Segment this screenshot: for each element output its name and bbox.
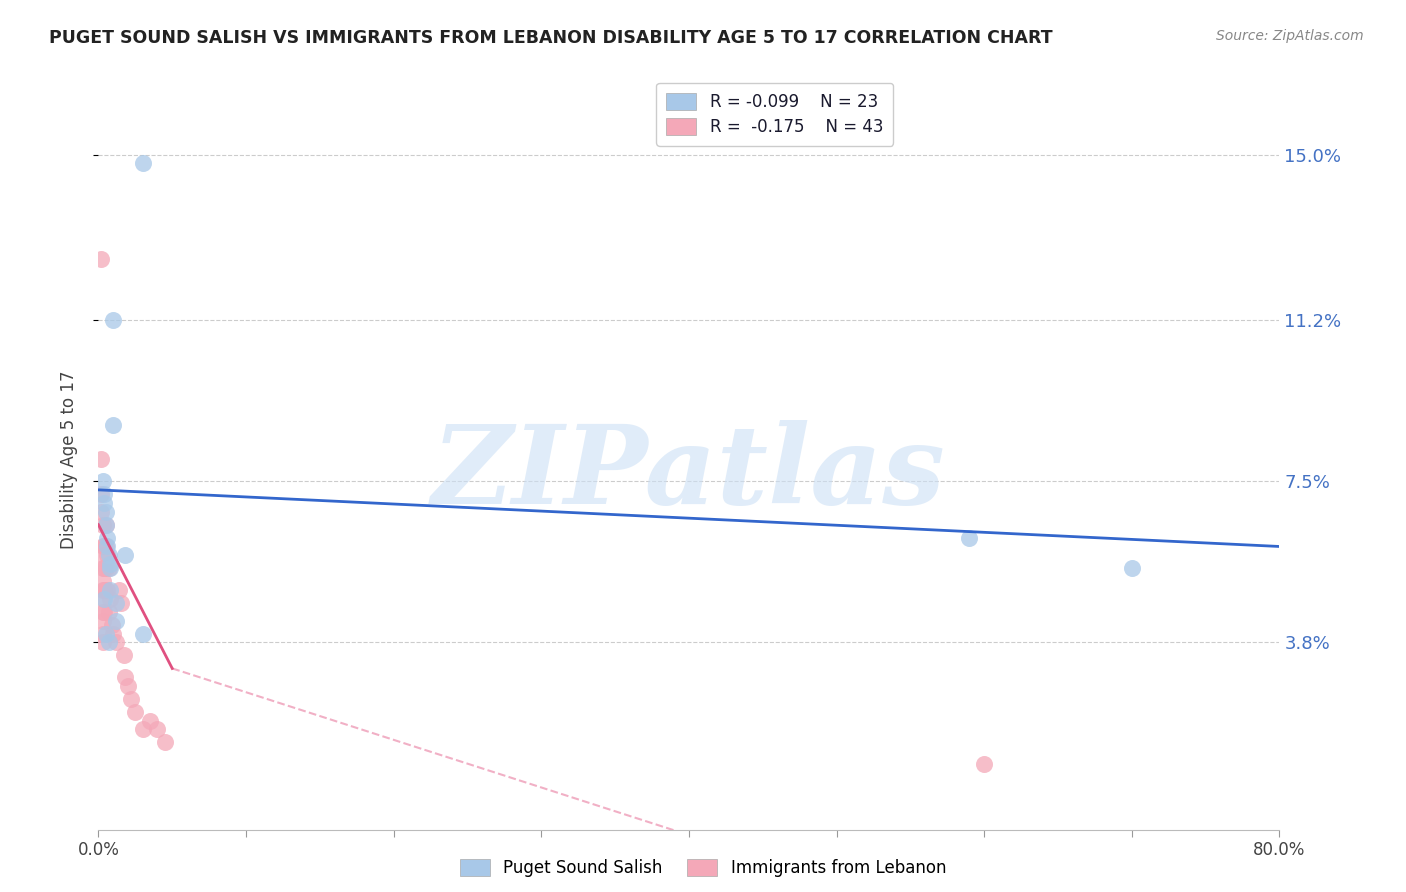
Point	[103, 626, 125, 640]
Point	[91, 474, 114, 488]
Point	[91, 635, 114, 649]
Point	[94, 505, 117, 519]
Point	[91, 605, 114, 619]
Point	[114, 548, 136, 562]
Point	[105, 596, 128, 610]
Point	[132, 626, 155, 640]
Point	[93, 487, 115, 501]
Point	[91, 614, 114, 628]
Point	[97, 635, 120, 649]
Point	[114, 670, 136, 684]
Point	[91, 517, 114, 532]
Point	[132, 723, 155, 737]
Point	[97, 605, 120, 619]
Point	[105, 614, 128, 628]
Legend: Puget Sound Salish, Immigrants from Lebanon: Puget Sound Salish, Immigrants from Leba…	[453, 852, 953, 884]
Point	[91, 540, 114, 554]
Point	[90, 452, 112, 467]
Point	[91, 561, 114, 575]
Point	[98, 561, 121, 575]
Point	[959, 531, 981, 545]
Point	[110, 596, 132, 610]
Point	[93, 582, 115, 597]
Point	[96, 531, 118, 545]
Text: Source: ZipAtlas.com: Source: ZipAtlas.com	[1216, 29, 1364, 43]
Point	[97, 548, 120, 562]
Point	[132, 156, 155, 170]
Point	[90, 487, 112, 501]
Text: ZIPatlas: ZIPatlas	[432, 420, 946, 528]
Y-axis label: Disability Age 5 to 17: Disability Age 5 to 17	[59, 370, 77, 549]
Point	[105, 635, 128, 649]
Point	[100, 618, 122, 632]
Point	[108, 582, 131, 597]
Point	[96, 548, 118, 562]
Point	[91, 582, 114, 597]
Point	[98, 582, 121, 597]
Text: PUGET SOUND SALISH VS IMMIGRANTS FROM LEBANON DISABILITY AGE 5 TO 17 CORRELATION: PUGET SOUND SALISH VS IMMIGRANTS FROM LE…	[49, 29, 1053, 46]
Point	[146, 723, 169, 737]
Point	[93, 496, 115, 510]
Point	[94, 517, 117, 532]
Point	[973, 757, 995, 772]
Point	[124, 705, 146, 719]
Point	[96, 582, 118, 597]
Point	[96, 540, 118, 554]
Point	[93, 540, 115, 554]
Point	[103, 417, 125, 432]
Point	[90, 252, 112, 266]
Point	[93, 591, 115, 606]
Point	[112, 648, 135, 663]
Point	[98, 557, 121, 571]
Point	[91, 548, 114, 562]
Point	[94, 540, 117, 554]
Point	[94, 626, 117, 640]
Legend: R = -0.099    N = 23, R =  -0.175    N = 43: R = -0.099 N = 23, R = -0.175 N = 43	[657, 83, 893, 145]
Point	[139, 714, 162, 728]
Point	[97, 561, 120, 575]
Point	[117, 679, 139, 693]
Point	[93, 605, 115, 619]
Point	[91, 591, 114, 606]
Point	[94, 561, 117, 575]
Point	[94, 517, 117, 532]
Point	[94, 582, 117, 597]
Point	[90, 505, 112, 519]
Point	[120, 692, 142, 706]
Point	[91, 626, 114, 640]
Point	[91, 574, 114, 589]
Point	[103, 313, 125, 327]
Point	[153, 735, 176, 749]
Point	[98, 591, 121, 606]
Point	[93, 561, 115, 575]
Point	[1121, 561, 1143, 575]
